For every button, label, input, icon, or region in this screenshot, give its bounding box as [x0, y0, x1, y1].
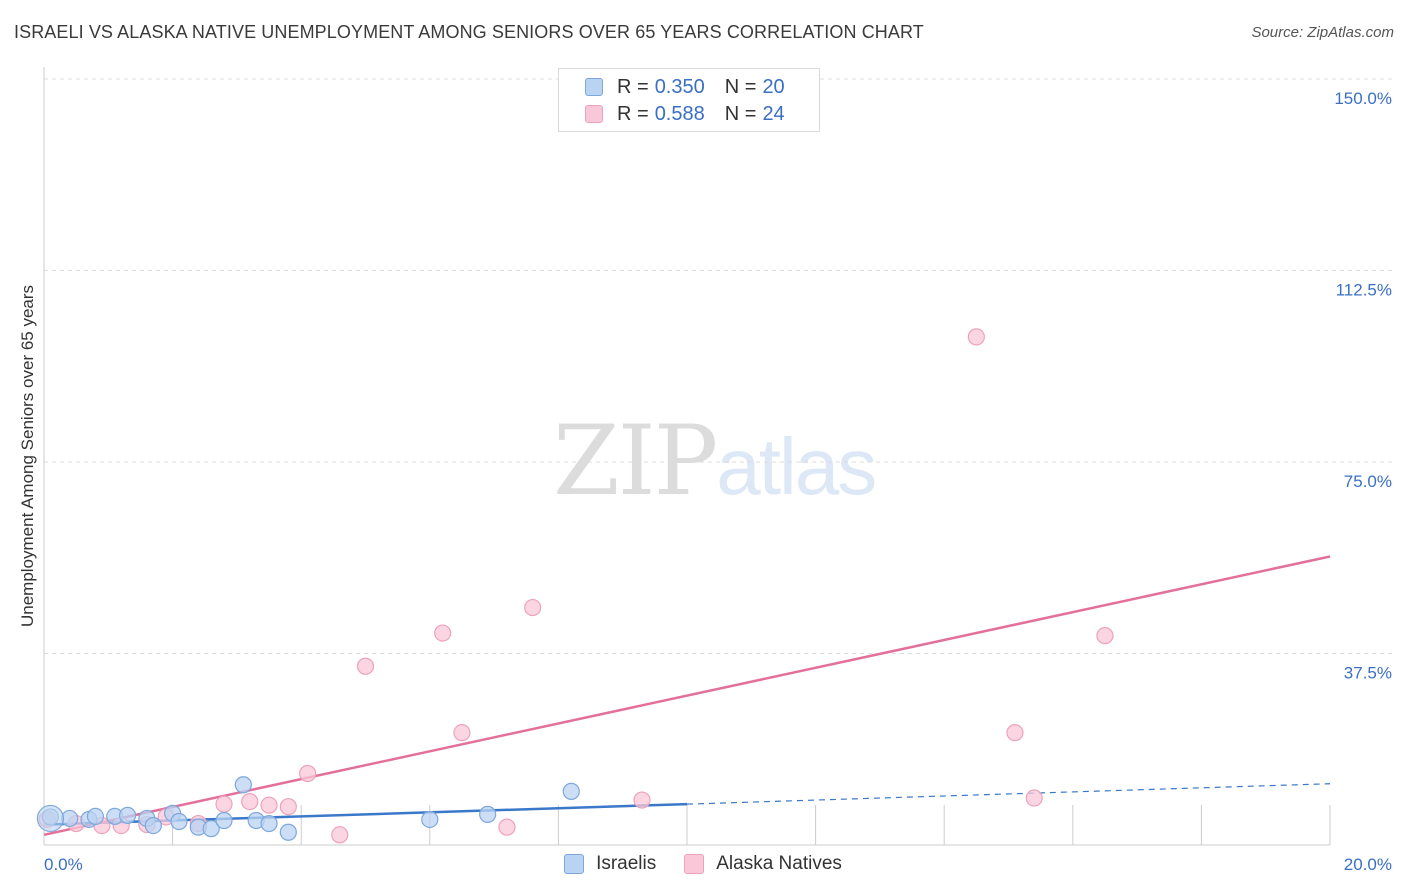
data-point-pink — [434, 624, 452, 642]
legend-item-alaska-natives[interactable]: Alaska Natives — [684, 853, 842, 875]
legend-row-alaska: R = 0.588 N = 24 — [585, 102, 791, 126]
data-point-pink — [260, 796, 278, 814]
watermark-zip: ZIP — [553, 405, 718, 517]
data-point-blue — [144, 816, 162, 835]
legend-row-israelis: R = 0.350 N = 20 — [585, 75, 791, 99]
trend-layer — [43, 555, 1331, 837]
data-point-pink — [241, 792, 259, 811]
data-point-pink — [1006, 724, 1024, 742]
data-point-blue — [421, 810, 439, 829]
legend-n-label: N = — [724, 102, 757, 125]
legend-r-label: R = — [617, 102, 649, 125]
y-tick-label: 150.0% — [1334, 89, 1392, 108]
x-tick-label: 0.0% — [44, 855, 83, 874]
data-point-pink — [1096, 627, 1114, 645]
data-point-pink — [633, 791, 651, 809]
data-point-pink — [215, 795, 233, 813]
data-point-cluster — [36, 804, 65, 833]
legend-swatch-pink — [585, 105, 603, 123]
legend-swatch-blue — [564, 854, 585, 874]
correlation-legend: R = 0.350 N = 20 R = 0.588 N = 24 — [558, 68, 820, 132]
x-tick-label: 20.0% — [1344, 855, 1392, 874]
chart-title: ISRAELI VS ALASKA NATIVE UNEMPLOYMENT AM… — [14, 22, 924, 42]
data-point-pink — [1025, 789, 1043, 807]
trend-line-pink — [43, 555, 1331, 837]
trend-line-dashed-blue — [686, 783, 1331, 805]
legend-n-value: 20 — [762, 75, 785, 98]
legend-r-label: R = — [617, 75, 649, 98]
data-point-blue — [562, 782, 580, 800]
data-point-blue — [479, 805, 497, 823]
data-point-blue — [202, 820, 220, 838]
y-tick-label: 112.5% — [1336, 281, 1392, 300]
data-point-pink — [356, 657, 375, 675]
data-point-pink — [524, 598, 542, 617]
watermark-atlas: atlas — [716, 422, 877, 511]
legend-r-value: 0.350 — [654, 75, 705, 98]
legend-label-israelis: Israelis — [596, 853, 657, 874]
data-point-blue — [86, 807, 105, 826]
series-legend: Israelis Alaska Natives — [0, 852, 1406, 876]
data-point-pink — [331, 826, 349, 844]
data-point-blue — [279, 823, 297, 841]
point-layer — [36, 328, 1114, 844]
data-point-pink — [967, 328, 985, 346]
data-point-blue — [234, 776, 252, 794]
legend-label-alaska-natives: Alaska Natives — [716, 853, 842, 874]
legend-swatch-blue — [585, 78, 603, 96]
data-point-pink — [279, 798, 297, 816]
data-point-pink — [453, 724, 471, 742]
legend-r-value: 0.588 — [654, 102, 705, 125]
legend-item-israelis[interactable]: Israelis — [564, 853, 656, 875]
axis-layer — [43, 67, 1331, 846]
y-tick-label: 75.0% — [1344, 472, 1392, 491]
data-point-blue — [215, 811, 233, 830]
legend-n-label: N = — [724, 75, 757, 98]
source-label: Source: ZipAtlas.com — [1251, 24, 1394, 41]
data-point-blue — [170, 812, 188, 831]
data-point-pink — [498, 818, 516, 836]
data-point-pink — [299, 764, 317, 783]
legend-swatch-pink — [684, 854, 705, 874]
data-point-blue — [118, 806, 137, 824]
y-tick-label: 37.5% — [1344, 664, 1392, 683]
data-point-blue — [61, 809, 79, 828]
grid-layer — [44, 78, 1392, 654]
data-point-blue — [260, 814, 278, 833]
tick-label-layer: 37.5% 75.0% 112.5% 150.0% 0.0% 20.0% — [44, 89, 1392, 874]
zipatlas-watermark: ZIPatlas — [553, 405, 877, 517]
legend-n-value: 24 — [762, 102, 785, 125]
